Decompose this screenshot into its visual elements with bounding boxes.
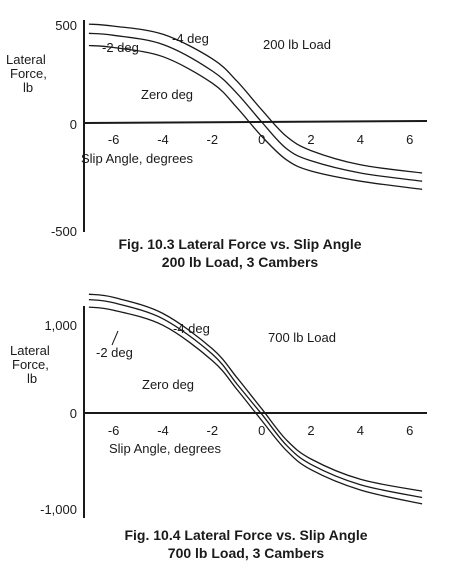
figure-caption-line2: 200 lb Load, 3 Cambers <box>162 254 319 270</box>
x-tick-label: -6 <box>108 132 120 147</box>
figure-caption-line2: 700 lb Load, 3 Cambers <box>168 545 325 561</box>
x-tick-label: 6 <box>406 132 413 147</box>
chart-200lb: 500 0 -500 Lateral Force, lb -6 -4 -2 0 2 4 6 … <box>6 18 428 270</box>
x-axis <box>83 120 428 124</box>
series-line-2 <box>88 44 423 190</box>
series-label-neg4: -4 deg <box>173 321 210 336</box>
x-tick-label: -6 <box>108 423 120 438</box>
series-line-0 <box>88 293 423 492</box>
x-tick-label: 4 <box>357 132 364 147</box>
x-tick-label: 6 <box>406 423 413 438</box>
series-line-0 <box>88 23 423 174</box>
x-tick-label: 2 <box>307 132 314 147</box>
x-axis-label: Slip Angle, degrees <box>109 441 222 456</box>
series-label-zero: Zero deg <box>141 87 193 102</box>
y-tick-label: -500 <box>51 224 77 239</box>
series-line-1 <box>88 298 423 499</box>
load-label: 200 lb Load <box>263 37 331 52</box>
x-tick-label: -2 <box>207 423 219 438</box>
figure-caption-line1: Fig. 10.3 Lateral Force vs. Slip Angle <box>118 236 361 252</box>
x-tick-label: -2 <box>207 132 219 147</box>
series-line-1 <box>88 32 423 182</box>
x-tick-label: -4 <box>157 132 169 147</box>
series-label-neg2: -2 deg <box>102 40 139 55</box>
load-label: 700 lb Load <box>268 330 336 345</box>
series-line-2 <box>88 306 423 505</box>
y-tick-label: -1,000 <box>40 502 77 517</box>
y-tick-label: 500 <box>55 18 77 33</box>
x-tick-label: 4 <box>357 423 364 438</box>
chart-700lb: 1,000 0 -1,000 Lateral Force, lb -6 -4 -2 0… <box>10 293 427 561</box>
y-tick-label: 1,000 <box>44 318 77 333</box>
series-label-neg2: -2 deg <box>96 345 133 360</box>
y-axis-label-line1: Lateral <box>10 343 50 358</box>
x-axis-label: Slip Angle, degrees <box>81 151 194 166</box>
x-tick-label: -4 <box>157 423 169 438</box>
y-tick-label: 0 <box>70 406 77 421</box>
x-tick-label: 2 <box>307 423 314 438</box>
x-tick-label: 0 <box>258 132 265 147</box>
y-axis-label-line3: lb <box>27 371 37 386</box>
figure-caption-line1: Fig. 10.4 Lateral Force vs. Slip Angle <box>124 527 367 543</box>
series-label-neg4: -4 deg <box>172 31 209 46</box>
y-axis-label-line1: Lateral <box>6 52 46 67</box>
y-axis-label-line2: Force, <box>12 357 49 372</box>
y-axis-label-line2: Force, <box>10 66 47 81</box>
y-axis-label-line3: lb <box>23 80 33 95</box>
series-label-pointer <box>111 330 119 346</box>
series-label-zero: Zero deg <box>142 377 194 392</box>
x-tick-label: 0 <box>258 423 265 438</box>
y-tick-label: 0 <box>70 117 77 132</box>
